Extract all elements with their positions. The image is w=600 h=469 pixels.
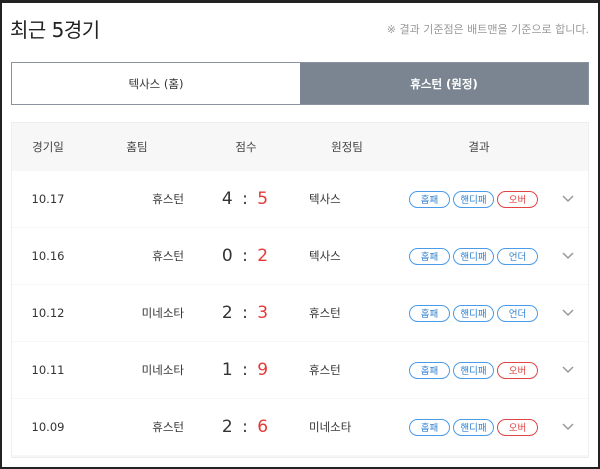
home-score: 1 (221, 360, 235, 380)
score: 2 : 6 (221, 417, 271, 437)
table-row[interactable]: 10.11 미네소타 1 : 9 휴스턴 홈패 핸디패 오버 (12, 342, 588, 398)
away-score: 2 (257, 246, 271, 266)
away-team: 텍사스 (309, 192, 341, 206)
header-result: 결과 (468, 140, 490, 154)
result-badges: 홈패 핸디패 언더 (409, 285, 549, 341)
score: 1 : 9 (221, 360, 271, 380)
chevron-down-icon[interactable] (560, 228, 576, 284)
result-badge: 홈패 (409, 304, 450, 322)
header-home: 홈팀 (126, 140, 148, 154)
result-badge: 홈패 (409, 247, 450, 265)
header-away: 원정팀 (331, 140, 363, 154)
result-badges: 홈패 핸디패 오버 (409, 399, 549, 455)
team-tabs: 텍사스 (홈) 휴스턴 (원정) (11, 62, 589, 105)
game-date: 10.17 (31, 192, 65, 206)
score: 2 : 3 (221, 303, 271, 323)
result-badges: 홈패 핸디패 언더 (409, 228, 549, 284)
result-badge: 홈패 (409, 418, 450, 436)
table-row[interactable]: 10.09 휴스턴 2 : 6 미네소타 홈패 핸디패 오버 (12, 399, 588, 455)
away-team: 휴스턴 (309, 363, 341, 377)
away-score: 3 (257, 303, 271, 323)
home-team: 미네소타 (141, 306, 184, 320)
chevron-down-icon[interactable] (560, 171, 576, 227)
home-score: 4 (221, 189, 235, 209)
result-badge: 언더 (497, 304, 538, 322)
header-score: 점수 (235, 140, 257, 154)
result-badge: 핸디패 (453, 190, 494, 208)
tab-away-team[interactable]: 휴스턴 (원정) (300, 63, 588, 104)
score: 4 : 5 (221, 189, 271, 209)
home-score: 2 (221, 303, 235, 323)
result-badge: 핸디패 (453, 361, 494, 379)
result-badge: 핸디패 (453, 418, 494, 436)
home-team: 휴스턴 (152, 420, 184, 434)
result-note: ※ 결과 기준점은 배트맨을 기준으로 합니다. (386, 23, 589, 36)
result-badge: 오버 (497, 190, 538, 208)
game-date: 10.11 (31, 363, 65, 377)
result-badge: 홈패 (409, 361, 450, 379)
away-team: 미네소타 (309, 420, 352, 434)
recent-games-table: 경기일 홈팀 점수 원정팀 결과 10.17 휴스턴 4 : 5 텍사스 홈패 핸… (11, 122, 589, 458)
table-row[interactable]: 10.12 미네소타 2 : 3 휴스턴 홈패 핸디패 언더 (12, 285, 588, 341)
home-team: 휴스턴 (152, 249, 184, 263)
result-badge: 핸디패 (453, 304, 494, 322)
away-score: 9 (257, 360, 271, 380)
result-badge: 언더 (497, 247, 538, 265)
table-row[interactable]: 10.16 휴스턴 0 : 2 텍사스 홈패 핸디패 언더 (12, 228, 588, 284)
home-team: 미네소타 (141, 363, 184, 377)
score: 0 : 2 (221, 246, 271, 266)
home-score: 0 (221, 246, 235, 266)
chevron-down-icon[interactable] (560, 342, 576, 398)
result-badge: 핸디패 (453, 247, 494, 265)
game-date: 10.16 (31, 249, 65, 263)
away-score: 6 (257, 417, 271, 437)
result-badges: 홈패 핸디패 오버 (409, 171, 549, 227)
away-team: 휴스턴 (309, 306, 341, 320)
result-badge: 오버 (497, 361, 538, 379)
away-team: 텍사스 (309, 249, 341, 263)
result-badges: 홈패 핸디패 오버 (409, 342, 549, 398)
tab-home-team[interactable]: 텍사스 (홈) (12, 63, 300, 104)
table-row[interactable]: 10.17 휴스턴 4 : 5 텍사스 홈패 핸디패 오버 (12, 171, 588, 227)
header-date: 경기일 (32, 140, 64, 154)
home-score: 2 (221, 417, 235, 437)
away-score: 5 (257, 189, 271, 209)
game-date: 10.09 (31, 420, 65, 434)
result-badge: 홈패 (409, 190, 450, 208)
result-badge: 오버 (497, 418, 538, 436)
home-team: 휴스턴 (152, 192, 184, 206)
chevron-down-icon[interactable] (560, 285, 576, 341)
table-header: 경기일 홈팀 점수 원정팀 결과 (12, 123, 588, 171)
chevron-down-icon[interactable] (560, 399, 576, 455)
game-date: 10.12 (31, 306, 65, 320)
page-title: 최근 5경기 (10, 18, 100, 42)
